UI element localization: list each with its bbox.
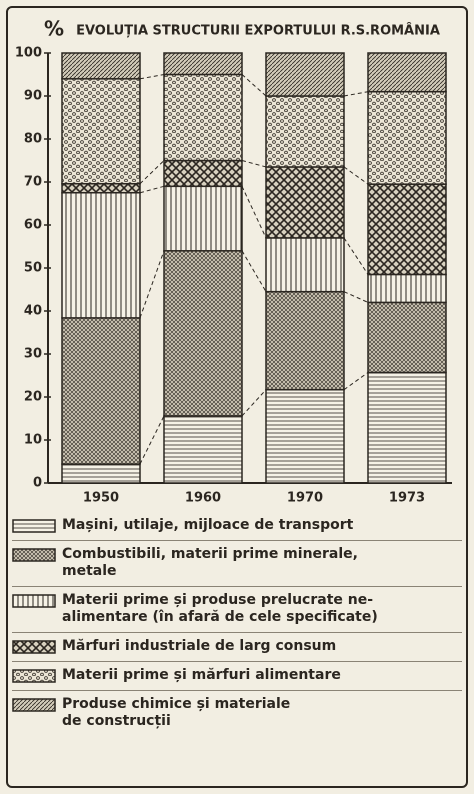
legend-swatch-fill [12, 519, 56, 533]
bar-segment [367, 90, 447, 185]
bar-segment [367, 183, 447, 276]
legend-swatch-fill [12, 698, 56, 712]
bar-segment [367, 371, 447, 484]
connector [139, 185, 165, 194]
bar-segment [265, 290, 345, 391]
bar-segment [163, 250, 243, 417]
bar-segment [367, 52, 447, 93]
connector [241, 250, 267, 292]
bar-segment [265, 388, 345, 484]
x-tick-label: 1970 [287, 491, 323, 506]
connector [139, 74, 165, 80]
y-tick-label: 50 [24, 261, 42, 276]
legend-swatch [12, 519, 56, 533]
bar-segment [61, 463, 141, 484]
y-tick-label: 80 [24, 132, 42, 147]
bar-segment [163, 73, 243, 162]
connector [139, 415, 165, 465]
y-tick-label: 30 [24, 347, 42, 362]
legend-swatch-fill [12, 640, 56, 654]
bar-segment [61, 317, 141, 465]
legend-swatch [12, 698, 56, 712]
legend-swatch-fill [12, 669, 56, 683]
y-tick-label: 20 [24, 390, 42, 405]
bar-segment [163, 159, 243, 188]
bar-segment [265, 166, 345, 239]
legend-swatch [12, 548, 56, 562]
connector [241, 389, 267, 417]
bar-segment [61, 192, 141, 319]
connector [139, 250, 165, 319]
connector [343, 237, 369, 275]
y-tick-label: 40 [24, 304, 42, 319]
legend: Mașini, utilaje, mijloace de transport Co… [12, 512, 462, 736]
x-tick-label: 1973 [389, 491, 425, 506]
bar-segment [61, 182, 141, 194]
legend-label: Combustibili, materii prime minerale, me… [62, 546, 358, 579]
legend-item: Materii prime și produse prelucrate ne- … [12, 586, 462, 626]
y-tick-label: 100 [15, 46, 42, 61]
bar-segment [265, 52, 345, 97]
connector [241, 160, 267, 168]
legend-item: Mașini, utilaje, mijloace de transport [12, 512, 462, 534]
y-tick-label: 10 [24, 433, 42, 448]
legend-swatch [12, 594, 56, 608]
frame [6, 6, 468, 788]
y-tick-label: 0 [33, 476, 42, 491]
legend-swatch-fill [12, 594, 56, 608]
legend-item: Materii prime și mărfuri alimentare [12, 661, 462, 684]
legend-swatch [12, 669, 56, 683]
bar-segment [163, 52, 243, 76]
x-tick-label: 1960 [185, 491, 221, 506]
connector [241, 186, 267, 239]
legend-item: Combustibili, materii prime minerale, me… [12, 540, 462, 580]
bar-segment [265, 95, 345, 168]
legend-label: Materii prime și produse prelucrate ne- … [62, 592, 378, 625]
connector [343, 166, 369, 185]
bar-segment [163, 185, 243, 252]
bar-segment [61, 78, 141, 185]
connector [241, 74, 267, 97]
y-axis-label: % [44, 17, 64, 41]
y-tick-label: 90 [24, 89, 42, 104]
legend-swatch-fill [12, 548, 56, 562]
bar-segment [163, 415, 243, 484]
bar-segment [265, 237, 345, 293]
connector [343, 372, 369, 391]
bar-segment [367, 301, 447, 374]
legend-label: Mărfuri industriale de larg consum [62, 638, 337, 654]
legend-label: Materii prime și mărfuri alimentare [62, 667, 341, 683]
legend-swatch [12, 640, 56, 654]
x-tick-label: 1950 [83, 491, 119, 506]
bar-segment [61, 52, 141, 80]
connector [343, 91, 369, 97]
y-tick-label: 60 [24, 218, 42, 233]
legend-label: Produse chimice și materiale de construc… [62, 696, 291, 729]
connector [343, 291, 369, 303]
chart: % EVOLUȚIA STRUCTURII EXPORTULUI R.S.ROM… [15, 17, 452, 506]
legend-label: Mașini, utilaje, mijloace de transport [62, 517, 354, 533]
legend-item: Produse chimice și materiale de construc… [12, 690, 462, 730]
chart-title: EVOLUȚIA STRUCTURII EXPORTULUI R.S.ROMÂN… [76, 23, 440, 39]
legend-item: Mărfuri industriale de larg consum [12, 632, 462, 655]
bar-segment [367, 273, 447, 304]
y-tick-label: 70 [24, 175, 42, 190]
connector [139, 160, 165, 185]
